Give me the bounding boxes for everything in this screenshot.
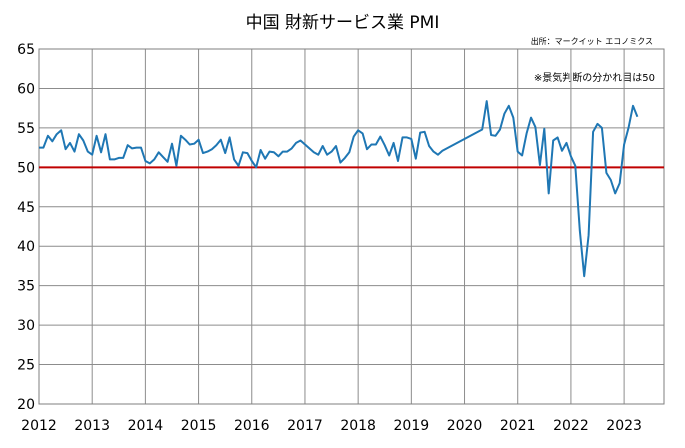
x-tick-label: 2012 — [21, 418, 57, 434]
x-tick-label: 2021 — [500, 418, 536, 434]
y-tick-label: 40 — [17, 239, 35, 255]
x-tick-label: 2016 — [234, 418, 270, 434]
pmi-series-line — [39, 100, 639, 278]
y-tick-label: 55 — [17, 121, 35, 137]
x-tick-label: 2020 — [447, 418, 483, 434]
y-tick-label: 60 — [17, 81, 35, 97]
y-tick-label: 30 — [17, 318, 35, 334]
y-tick-label: 20 — [17, 397, 35, 413]
source-note: 出所：マークイット エコノミクス — [530, 37, 653, 46]
plot-area — [38, 48, 665, 405]
x-tick-label: 2019 — [394, 418, 430, 434]
x-tick-label: 2015 — [181, 418, 217, 434]
y-tick-label: 35 — [17, 279, 35, 295]
grid-lines — [38, 48, 664, 405]
chart-title: 中国 財新サービス業 PMI — [245, 13, 440, 33]
threshold-annotation: ※景気判断の分かれ目は50 — [533, 73, 655, 84]
x-tick-label: 2018 — [340, 418, 376, 434]
x-tick-label: 2014 — [128, 418, 164, 434]
y-tick-label: 65 — [17, 42, 35, 58]
y-tick-label: 25 — [17, 358, 35, 374]
x-tick-label: 2017 — [287, 418, 323, 434]
x-tick-label: 2013 — [74, 418, 110, 434]
y-tick-label: 45 — [17, 200, 35, 216]
x-tick-label: 2022 — [553, 418, 589, 434]
x-axis-ticks: 2012 2013 2014 2015 2016 2017 2018 2019 2020 2021… — [21, 418, 642, 434]
y-tick-label: 50 — [17, 160, 35, 176]
x-tick-label: 2023 — [606, 418, 642, 434]
y-axis-ticks: 20 25 30 35 40 45 50 55 60 65 — [17, 42, 35, 413]
